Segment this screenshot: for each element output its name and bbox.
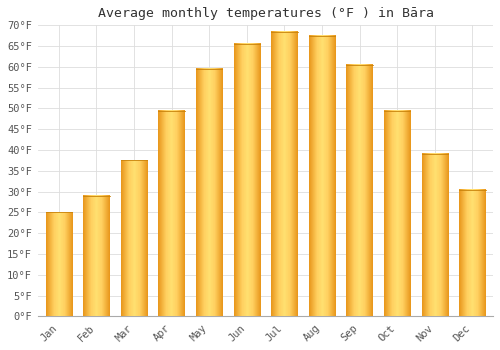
Title: Average monthly temperatures (°F ) in Bāra: Average monthly temperatures (°F ) in Bā… bbox=[98, 7, 433, 20]
